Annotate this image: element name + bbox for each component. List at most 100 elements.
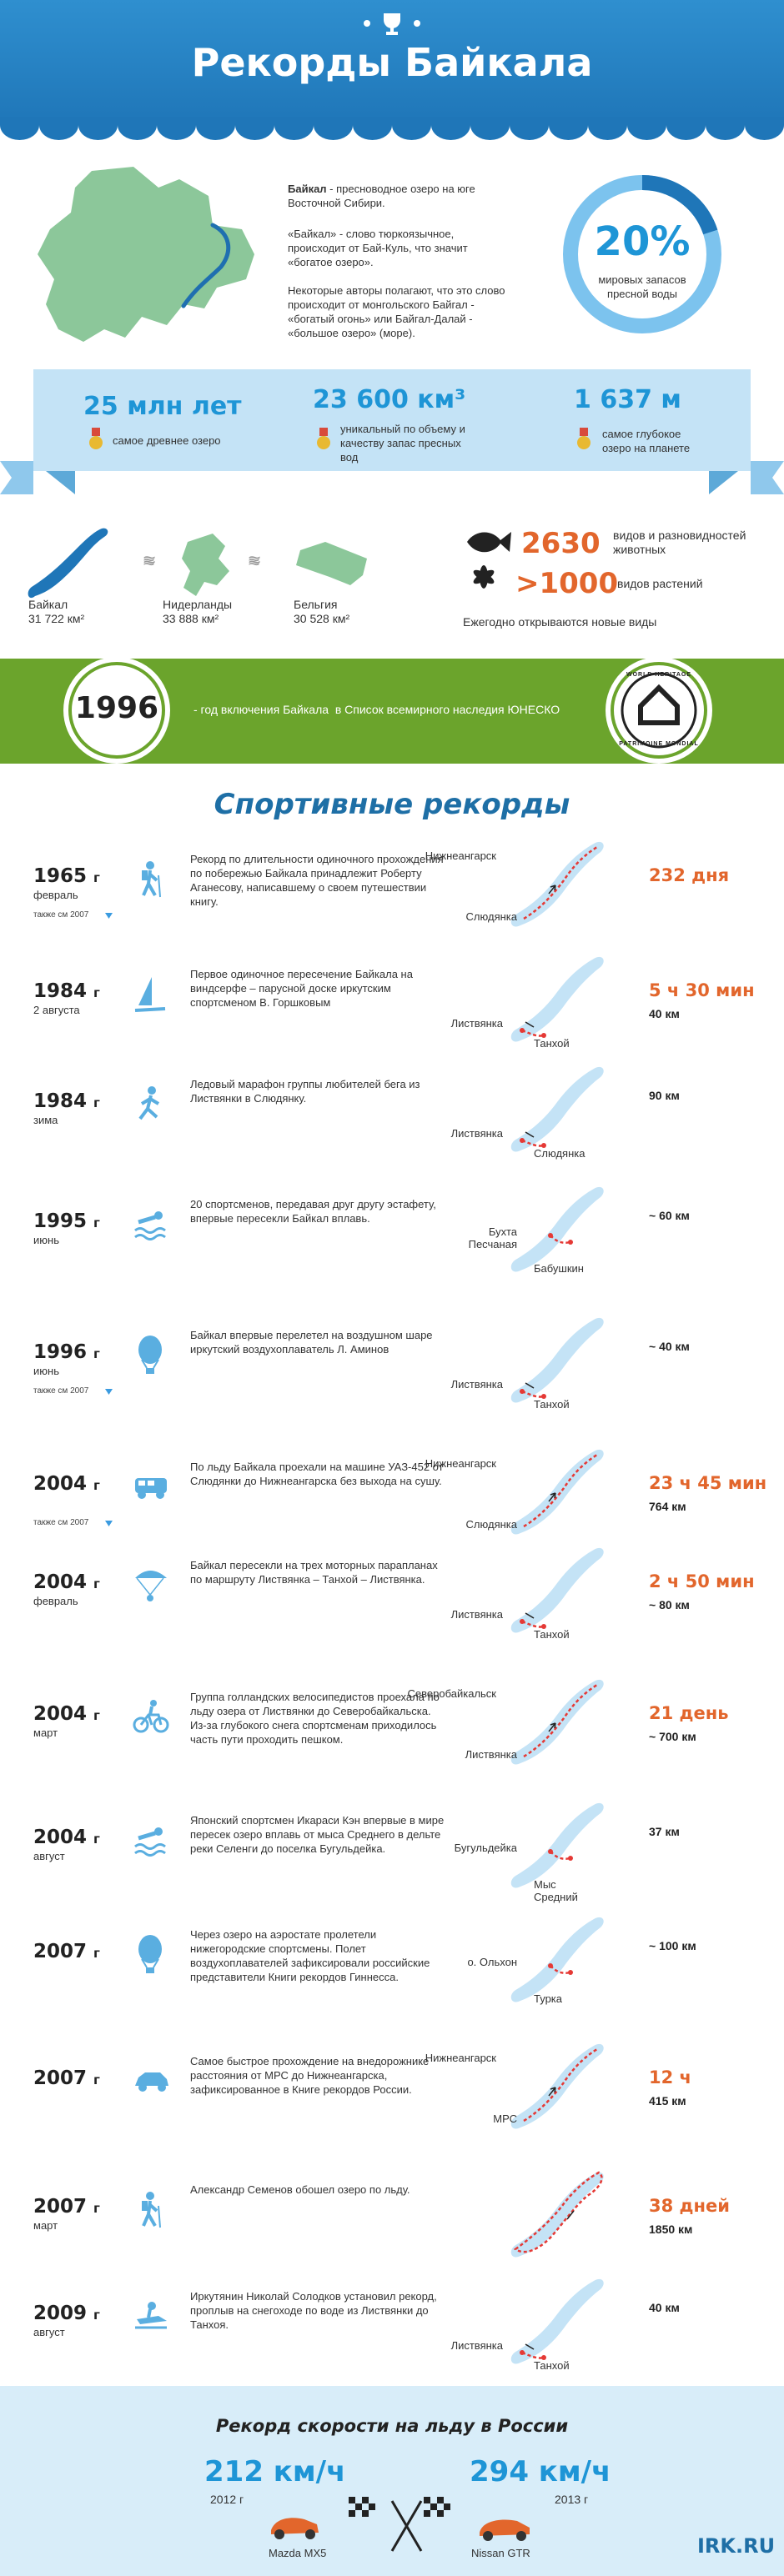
record-description: Байкал пересекли на трех моторных парапл…: [190, 1559, 438, 1586]
share-ring: [563, 175, 721, 333]
year-unit: г: [93, 2201, 100, 2216]
unesco-text: - год включения Байкала в Список всемирн…: [193, 703, 560, 716]
approx-sign: ≈: [249, 551, 260, 574]
route-map: [510, 2043, 604, 2129]
record-distance: ~ 80 км: [649, 1598, 690, 1611]
record-icon: [134, 1827, 166, 1857]
speed-car: Mazda MX5: [269, 2547, 327, 2559]
place-label: Слюдянка: [534, 1147, 585, 1160]
share-label: мировых запасов пресной воды: [598, 273, 686, 300]
year-number: 2004: [33, 1703, 88, 1725]
record-distance: 415 км: [649, 2094, 686, 2107]
record-note: также см 2007: [33, 1518, 89, 1527]
record-distance: ~ 700 км: [649, 1730, 696, 1743]
record-date: февраль: [33, 889, 78, 901]
place-label: Северобайкальск: [407, 1687, 496, 1700]
record-highlight: 23 ч 45 мин: [649, 1473, 767, 1493]
area-shapes: ≈ ≈: [28, 528, 367, 599]
record-year: 1984 г: [33, 1090, 100, 1112]
record-year: 2004 г: [33, 1473, 100, 1495]
intro-lead-text: - пресноводное озеро на юге Восточной Си…: [288, 183, 475, 209]
year-unit: г: [93, 1576, 100, 1591]
year-number: 2007: [33, 1941, 88, 1962]
stat-label: самое древнее озеро: [113, 434, 221, 447]
year-unit: г: [93, 1832, 100, 1847]
route-map: [510, 2171, 604, 2258]
sports-title: Спортивные рекорды: [214, 788, 570, 821]
place-label: Турка: [534, 1992, 562, 2005]
year-unit: г: [93, 870, 100, 885]
place-label: Листвянка: [465, 1748, 517, 1761]
year-unit: г: [93, 1215, 100, 1230]
record-highlight: 38 дней: [649, 2196, 730, 2216]
speed-value: 294 км/ч: [470, 2455, 611, 2488]
intro-lead: Байкал - пресноводное озеро на юге Восто…: [288, 182, 513, 210]
stat-value: 1 637 м: [574, 385, 681, 414]
share-value: 20%: [594, 218, 691, 265]
place-label: Танхой: [534, 1037, 570, 1050]
speed-title: Рекорд скорости на льду в России: [215, 2416, 569, 2436]
record-distance: ~ 100 км: [649, 1939, 696, 1952]
record-year: 2007 г: [33, 2196, 100, 2218]
route-map: [510, 1917, 604, 2002]
header-bg: [0, 0, 784, 140]
emblem-top: WORLD HERITAGE: [626, 672, 692, 678]
record-description: Группа голландских велосипедистов проеха…: [190, 1691, 440, 1746]
species-label: видов растений: [617, 577, 703, 590]
record-description: 20 спортсменов, передавая друг другу эст…: [190, 1198, 436, 1225]
record-distance: ~ 40 км: [649, 1340, 690, 1353]
species-value: >1000: [515, 567, 619, 600]
record-note: также см 2007: [33, 910, 89, 920]
intro-paragraph: «Байкал» - слово тюркоязычное, происходи…: [288, 228, 468, 268]
year-unit: г: [93, 1708, 100, 1723]
place-label: Нижнеангарск: [425, 849, 496, 862]
record-highlight: 5 ч 30 мин: [649, 980, 755, 1000]
record-icon: [142, 2192, 161, 2228]
brand: IRK.RU: [697, 2534, 776, 2558]
place-label: Бугульдейка: [454, 1842, 517, 1854]
year-number: 1984: [33, 1090, 88, 1112]
record-highlight: 12 ч: [649, 2067, 691, 2087]
record-icon: [135, 1571, 167, 1601]
area-value: 31 722 км²: [28, 612, 85, 625]
record-year: 1995 г: [33, 1210, 100, 1232]
speed-value: 212 км/ч: [204, 2455, 346, 2488]
record-description: Первое одиночное пересечение Байкала на …: [190, 968, 413, 1009]
unesco-circles: [63, 657, 712, 764]
speed-year: 2013 г: [555, 2493, 589, 2506]
speed-bg: [0, 2386, 784, 2576]
record-year: 1984 г: [33, 980, 100, 1002]
year-number: 2004: [33, 1571, 88, 1593]
route-map: [510, 1066, 604, 1152]
new-species-note: Ежегодно открываются новые виды: [463, 615, 657, 629]
unesco-year: 1996: [74, 691, 159, 725]
record-date: июнь: [33, 1365, 59, 1377]
route-map: [510, 1449, 604, 1535]
page-title: Рекорды Байкала: [191, 40, 593, 85]
record-icon: [142, 861, 161, 898]
record-year: 1996 г: [33, 1341, 100, 1363]
year-number: 2004: [33, 1473, 88, 1495]
record-distance: 90 км: [649, 1089, 680, 1102]
record-icon: [135, 1478, 167, 1499]
stat-label: самое глубокое озеро на планете: [602, 428, 691, 454]
species-label: видов и разновидностей животных: [613, 529, 746, 556]
emblem-bottom: PATRIMOINE MONDIAL: [619, 741, 699, 747]
area-value: 30 528 км²: [294, 612, 350, 625]
note-arrow: [105, 913, 113, 919]
record-date: март: [33, 1727, 58, 1739]
record-description: Самое быстрое прохождение на внедорожник…: [190, 2055, 430, 2096]
speed-car: Nissan GTR: [471, 2547, 530, 2559]
route-map: [510, 1547, 604, 1633]
route-map: [510, 1317, 604, 1403]
area-item: Нидерланды 33 888 км²: [163, 598, 232, 626]
record-icon: [138, 1336, 162, 1374]
record-highlight: 21 день: [649, 1703, 729, 1723]
species-icons: [467, 532, 511, 589]
species-value: 2630: [521, 527, 601, 560]
area-value: 33 888 км²: [163, 612, 219, 625]
place-label: Листвянка: [450, 1378, 503, 1391]
record-distance: ~ 60 км: [649, 1209, 690, 1222]
